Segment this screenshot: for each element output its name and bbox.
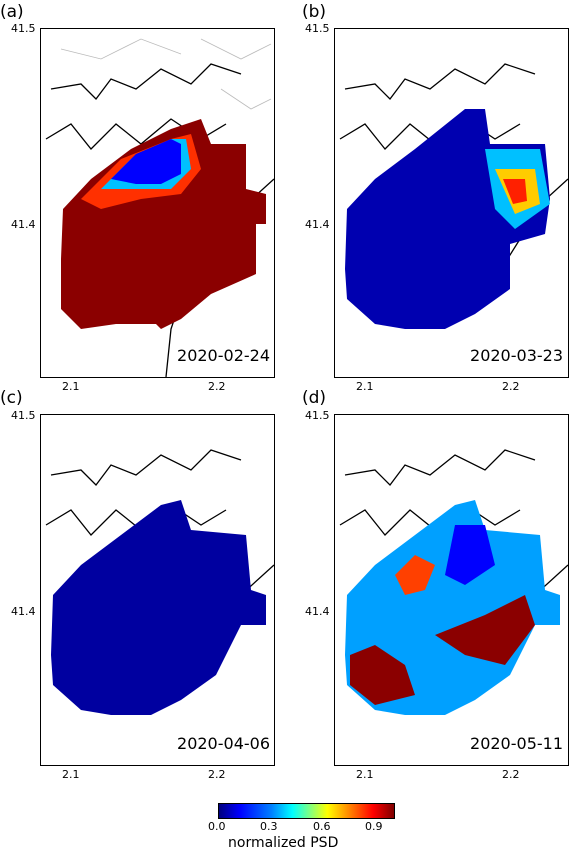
- lon-tick-left: 2.1: [356, 380, 374, 393]
- lon-tick-right: 2.2: [208, 768, 226, 781]
- colorbar-tick: 0.3: [260, 820, 278, 833]
- date-label: 2020-02-24: [177, 346, 270, 365]
- psd-map: [334, 28, 569, 378]
- topo-contours: [60, 38, 272, 110]
- lat-tick-top: 41.5: [305, 22, 330, 35]
- lat-tick-mid: 41.4: [305, 218, 330, 231]
- panel-label: (b): [302, 2, 327, 22]
- date-label: 2020-04-06: [177, 734, 270, 753]
- date-label: 2020-03-23: [470, 346, 563, 365]
- lon-tick-left: 2.1: [62, 380, 80, 393]
- panel-label: (d): [302, 388, 327, 408]
- panel-label: (c): [0, 388, 23, 408]
- lat-tick-top: 41.5: [305, 409, 330, 422]
- lon-tick-right: 2.2: [208, 380, 226, 393]
- colorbar-title: normalized PSD: [228, 835, 339, 851]
- psd-field: [51, 500, 266, 715]
- lon-tick-left: 2.1: [62, 768, 80, 781]
- lat-tick-top: 41.5: [11, 409, 36, 422]
- date-label: 2020-05-11: [470, 734, 563, 753]
- lon-tick-right: 2.2: [502, 380, 520, 393]
- lat-tick-top: 41.5: [11, 22, 36, 35]
- lat-tick-mid: 41.4: [305, 605, 330, 618]
- colorbar-tick: 0.0: [208, 820, 226, 833]
- panel-label: (a): [0, 2, 24, 22]
- colorbar: [218, 803, 395, 819]
- psd-map: [40, 414, 275, 766]
- psd-map: [40, 28, 275, 378]
- lon-tick-right: 2.2: [502, 768, 520, 781]
- lat-tick-mid: 41.4: [11, 218, 36, 231]
- colorbar-tick: 0.6: [313, 820, 331, 833]
- psd-map: [334, 414, 569, 766]
- lat-tick-mid: 41.4: [11, 605, 36, 618]
- colorbar-tick: 0.9: [365, 820, 383, 833]
- lon-tick-left: 2.1: [356, 768, 374, 781]
